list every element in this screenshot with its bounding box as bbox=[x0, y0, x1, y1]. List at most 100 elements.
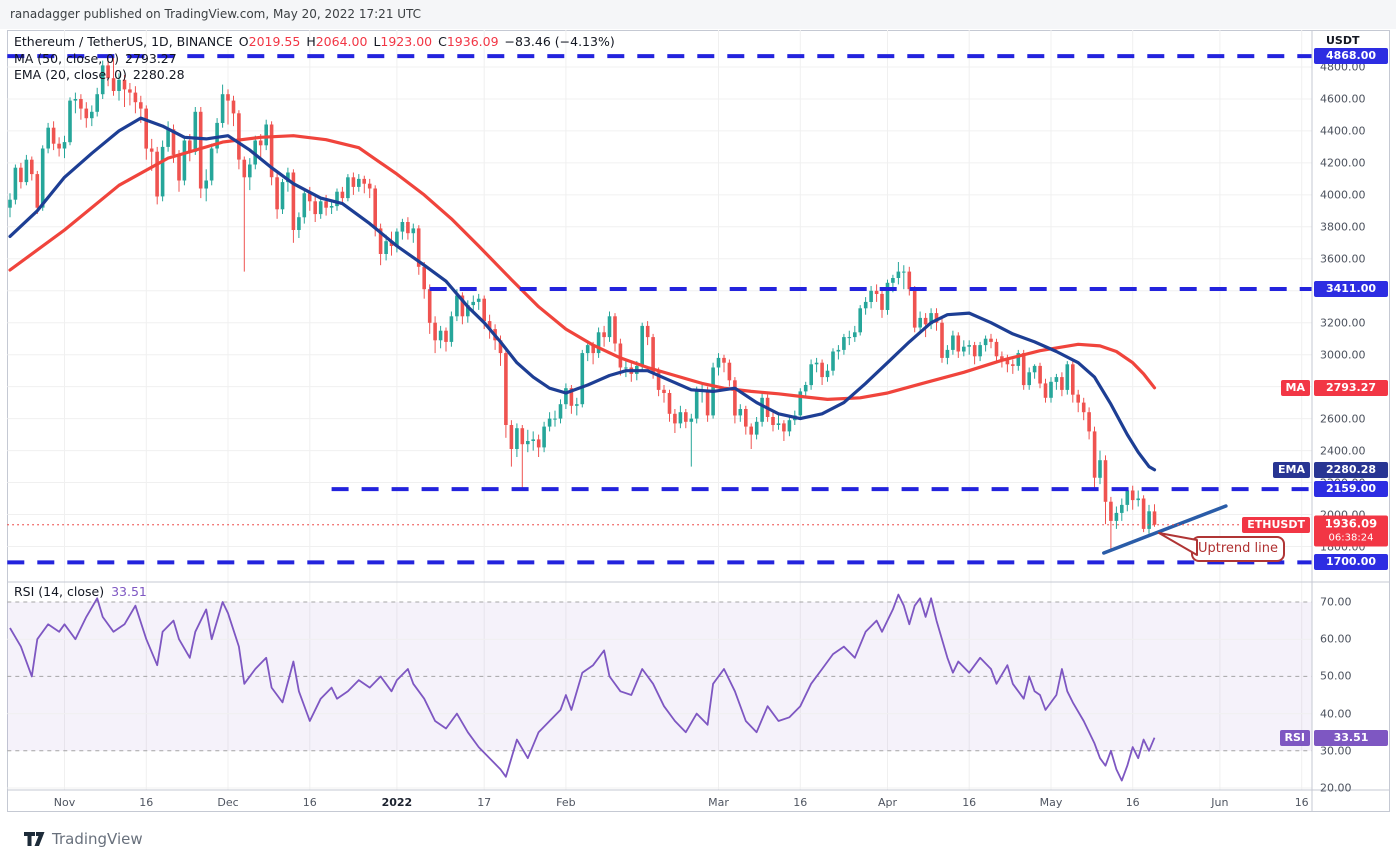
candle-body bbox=[329, 206, 334, 208]
candle-body bbox=[149, 148, 154, 152]
price-tick-2400.00[interactable]: 2400.00 bbox=[1320, 444, 1366, 458]
candle-body bbox=[1136, 498, 1140, 501]
candle-body bbox=[182, 140, 187, 181]
time-tick-Dec[interactable]: Dec bbox=[217, 796, 239, 809]
candle-body bbox=[51, 127, 56, 144]
candle-body bbox=[520, 428, 525, 445]
price-tick-4400.00[interactable]: 4400.00 bbox=[1320, 124, 1366, 138]
candle-body bbox=[367, 183, 372, 189]
candle-body bbox=[945, 349, 950, 358]
candle-body bbox=[662, 389, 666, 393]
uptrend-callout-text[interactable]: Uptrend line bbox=[1197, 541, 1278, 556]
rsi-value-badge: 33.51 bbox=[1314, 729, 1388, 746]
candle-body bbox=[117, 79, 121, 91]
time-tick-16[interactable]: 16 bbox=[1125, 796, 1140, 809]
price-tick-2600.00[interactable]: 2600.00 bbox=[1320, 412, 1366, 426]
price-tick-4200.00[interactable]: 4200.00 bbox=[1320, 156, 1366, 170]
ma-legend-row[interactable]: MA (50, close, 0) 2793.27 bbox=[14, 51, 615, 68]
candle-body bbox=[444, 330, 448, 342]
candle-body bbox=[891, 278, 895, 283]
time-tick-2022[interactable]: 2022 bbox=[381, 796, 413, 809]
rsi-tick-30.00[interactable]: 30.00 bbox=[1320, 744, 1352, 758]
time-tick-Mar[interactable]: Mar bbox=[708, 796, 729, 809]
rsi-tick-20.00[interactable]: 20.00 bbox=[1320, 781, 1352, 795]
candle-body bbox=[1049, 381, 1053, 398]
ema-legend-row[interactable]: EMA (20, close, 0) 2280.28 bbox=[14, 67, 615, 84]
candle-body bbox=[498, 340, 503, 354]
symbol-legend-row[interactable]: Ethereum / TetherUS, 1D, BINANCE O2019.55… bbox=[14, 34, 615, 51]
candle-body bbox=[62, 142, 67, 149]
candle-body bbox=[395, 231, 399, 246]
candle-body bbox=[733, 380, 737, 416]
price-tick-3800.00[interactable]: 3800.00 bbox=[1320, 220, 1366, 234]
price-tick-3600.00[interactable]: 3600.00 bbox=[1320, 252, 1366, 266]
candle-body bbox=[809, 364, 813, 386]
price-tick-3200.00[interactable]: 3200.00 bbox=[1320, 316, 1366, 330]
candle-body bbox=[771, 417, 775, 425]
candle-body bbox=[1130, 490, 1135, 501]
uptrend-line[interactable] bbox=[1102, 504, 1228, 555]
rsi-tick-40.00[interactable]: 40.00 bbox=[1320, 707, 1352, 721]
time-tick-16[interactable]: 16 bbox=[962, 796, 977, 809]
candle-body bbox=[318, 201, 323, 215]
time-tick-16[interactable]: 16 bbox=[302, 796, 317, 809]
candle-body bbox=[738, 409, 743, 416]
candle-body bbox=[651, 337, 655, 373]
time-tick-Nov[interactable]: Nov bbox=[53, 796, 76, 809]
ma-label: MA (50, close, 0) bbox=[14, 50, 120, 66]
ma-tag-chip: MA bbox=[1280, 379, 1310, 396]
time-tick-May[interactable]: May bbox=[1039, 796, 1063, 809]
candle-body bbox=[416, 228, 421, 267]
tradingview-brand-text[interactable]: TradingView bbox=[52, 830, 143, 848]
candle-body bbox=[705, 389, 710, 416]
time-tick-16[interactable]: 16 bbox=[793, 796, 808, 809]
candle-body bbox=[466, 305, 470, 317]
time-tick-Jun[interactable]: Jun bbox=[1211, 796, 1229, 809]
candle-body bbox=[427, 289, 432, 323]
candle-body bbox=[1065, 364, 1070, 390]
publish-line: ranadagger published on TradingView.com,… bbox=[10, 7, 422, 21]
candle-body bbox=[73, 99, 78, 101]
candle-body bbox=[842, 337, 846, 350]
candle-body bbox=[111, 78, 116, 91]
time-tick-16[interactable]: 16 bbox=[139, 796, 154, 809]
candle-body bbox=[1120, 504, 1124, 513]
rsi-tick-60.00[interactable]: 60.00 bbox=[1320, 632, 1352, 646]
candle-body bbox=[929, 313, 933, 325]
candle-body bbox=[144, 108, 148, 149]
candle-body bbox=[286, 172, 290, 183]
candle-body bbox=[744, 409, 748, 427]
candle-body bbox=[825, 370, 830, 378]
candle-body bbox=[193, 111, 198, 152]
candle-body bbox=[989, 338, 993, 342]
candle-body bbox=[1011, 364, 1015, 366]
price-tick-4600.00[interactable]: 4600.00 bbox=[1320, 92, 1366, 106]
level-badge-2159.00: 2159.00 bbox=[1314, 481, 1388, 498]
candle-body bbox=[188, 140, 192, 152]
level-badge-1700.00: 1700.00 bbox=[1314, 554, 1388, 571]
candle-body bbox=[602, 332, 606, 338]
candle-body bbox=[580, 353, 585, 405]
time-tick-17[interactable]: 17 bbox=[477, 796, 492, 809]
rsi-line bbox=[9, 593, 1156, 782]
price-tick-3000.00[interactable]: 3000.00 bbox=[1320, 348, 1366, 362]
tradingview-logo-icon[interactable] bbox=[24, 831, 45, 847]
rsi-tick-50.00[interactable]: 50.00 bbox=[1320, 669, 1352, 683]
candle-body bbox=[242, 159, 247, 178]
symbol-title[interactable]: Ethereum / TetherUS, 1D, BINANCE bbox=[14, 34, 233, 49]
candle-body bbox=[422, 266, 426, 290]
candle-body bbox=[160, 146, 165, 197]
time-tick-16[interactable]: 16 bbox=[1294, 796, 1309, 809]
time-tick-Apr[interactable]: Apr bbox=[877, 796, 898, 809]
candle-body bbox=[482, 298, 486, 322]
candle-body bbox=[100, 65, 105, 95]
candle-body bbox=[13, 167, 18, 200]
candle-body bbox=[656, 372, 661, 390]
candle-body bbox=[264, 124, 268, 146]
price-tick-4000.00[interactable]: 4000.00 bbox=[1320, 188, 1366, 202]
rsi-legend-row[interactable]: RSI (14, close) 33.51 bbox=[14, 584, 147, 599]
candle-body bbox=[782, 423, 786, 432]
time-tick-Feb[interactable]: Feb bbox=[556, 796, 576, 809]
rsi-tick-70.00[interactable]: 70.00 bbox=[1320, 595, 1352, 609]
